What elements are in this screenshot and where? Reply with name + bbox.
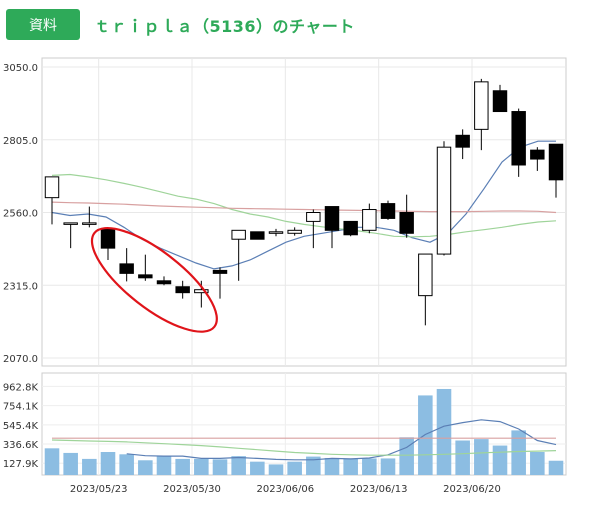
candle-down: [530, 149, 545, 160]
volume-tick-label: 754.1K: [3, 402, 39, 413]
candle-up: [436, 146, 452, 255]
date-tick-label: 2023/06/06: [257, 484, 315, 495]
volume-bar: [138, 460, 153, 475]
volume-bar: [212, 459, 228, 475]
volume-bar: [380, 458, 396, 475]
candle-down: [380, 203, 396, 219]
volume-ma-line: [51, 439, 557, 456]
material-badge[interactable]: 資料: [6, 9, 80, 40]
volume-bar: [119, 454, 134, 475]
candle-up: [418, 253, 433, 297]
date-tick-label: 2023/06/20: [443, 484, 501, 495]
candle-down: [455, 134, 470, 148]
volume-y-axis: 962.8K 754.1K 545.4K 336.6K 127.9K: [3, 382, 39, 470]
price-tick-label: 2315.0: [3, 281, 38, 292]
volume-bar: [362, 458, 377, 475]
candle-up: [306, 212, 321, 222]
candle-down: [399, 212, 414, 234]
price-tick-label: 2070.0: [3, 354, 38, 365]
volume-bar: [530, 452, 545, 475]
volume-bar: [82, 458, 97, 475]
price-tick-label: 2560.0: [3, 209, 38, 220]
price-tick-label: 3050.0: [3, 63, 38, 74]
price-y-axis: 3050.0 2805.0 2560.0 2315.0 2070.0: [3, 63, 38, 365]
candlesticks: [44, 78, 564, 326]
candle-down: [119, 263, 134, 274]
volume-bar: [474, 439, 489, 475]
page-title: ｔｒｉｐｌａ（5136）のチャート: [94, 17, 355, 36]
candle-up: [268, 231, 284, 234]
candle-down: [100, 228, 116, 249]
price-ma-line: [51, 173, 557, 238]
highlight-annotation: [90, 226, 218, 333]
volume-tick-label: 545.4K: [3, 421, 39, 432]
volume-ma-line: [126, 419, 557, 461]
volume-bar: [492, 445, 508, 475]
volume-bar: [63, 452, 78, 475]
volume-moving-averages: [51, 419, 557, 461]
volume-bar: [156, 456, 172, 475]
highlight-ellipse: [90, 226, 218, 333]
volume-bar: [231, 456, 246, 475]
volume-bar: [343, 458, 358, 475]
candle-down: [324, 206, 340, 231]
volume-tick-label: 962.8K: [3, 382, 39, 393]
date-tick-label: 2023/06/13: [350, 484, 408, 495]
volume-bar: [511, 430, 526, 475]
candle-down: [156, 280, 172, 285]
candle-down: [548, 143, 564, 181]
date-tick-label: 2023/05/30: [163, 484, 221, 495]
volume-bar: [175, 458, 190, 475]
volume-bar: [436, 388, 452, 475]
volume-bar: [250, 461, 265, 475]
volume-bar: [548, 460, 564, 475]
volume-bar: [306, 456, 321, 475]
volume-tick-label: 127.9K: [3, 459, 39, 470]
candle-up: [362, 209, 377, 231]
candle-down: [343, 220, 358, 236]
candle-up: [63, 222, 78, 225]
volume-tick-label: 336.6K: [3, 440, 39, 451]
volume-bar: [268, 464, 284, 475]
volume-bar: [44, 448, 60, 475]
candle-up: [44, 176, 60, 199]
candle-down: [492, 90, 508, 113]
volume-bar: [455, 440, 470, 475]
date-tick-label: 2023/05/23: [70, 484, 128, 495]
volume-bar: [100, 452, 116, 475]
volume-bar: [418, 395, 433, 475]
candle-up: [231, 229, 246, 240]
candle-down: [175, 286, 190, 294]
candle-down: [250, 231, 265, 240]
candle-up: [82, 222, 97, 225]
volume-bar: [399, 437, 414, 475]
candle-up: [474, 81, 489, 130]
date-axis: 2023/05/23 2023/05/30 2023/06/06 2023/06/13…: [70, 484, 501, 495]
volume-bar: [324, 457, 340, 475]
candle-up: [194, 289, 209, 294]
volume-bar: [287, 461, 302, 475]
price-ma-line: [51, 201, 557, 214]
candle-up: [287, 229, 302, 234]
candle-down: [212, 269, 228, 274]
volume-bar: [194, 458, 209, 475]
candle-down: [138, 274, 153, 279]
price-tick-label: 2805.0: [3, 136, 38, 147]
candle-down: [511, 111, 526, 166]
